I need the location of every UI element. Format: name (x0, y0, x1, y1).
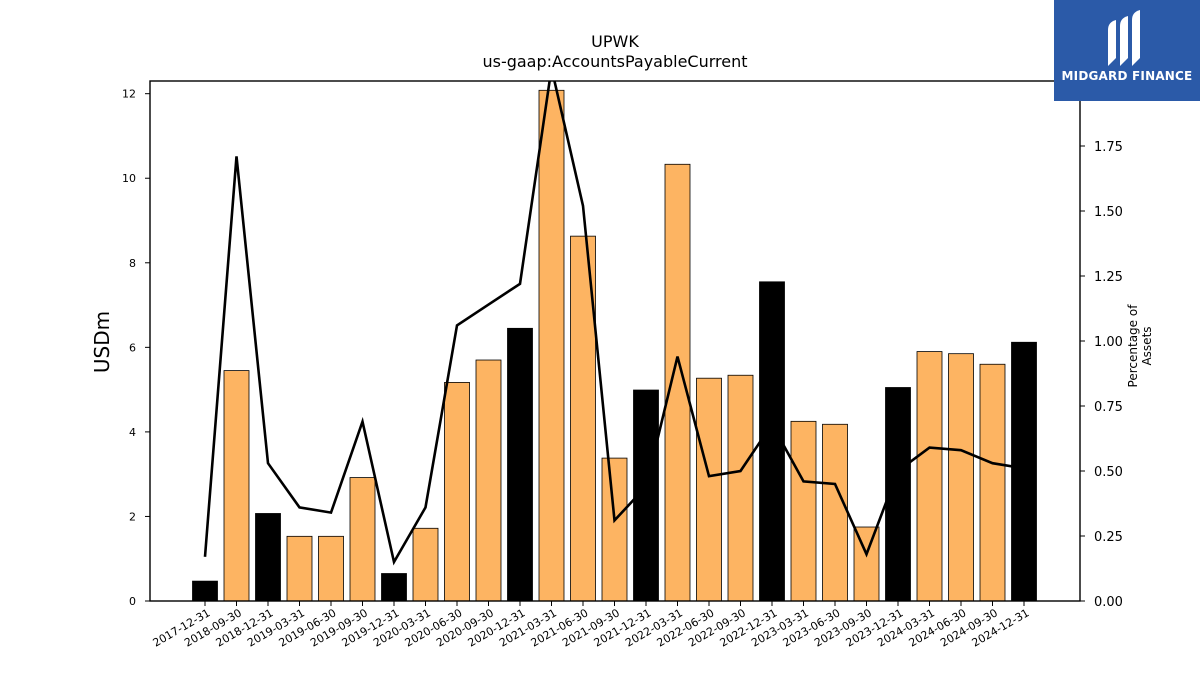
bar (507, 327, 533, 602)
bar (601, 457, 628, 602)
bar (727, 374, 754, 602)
line-series (203, 81, 1025, 566)
bar (538, 89, 565, 602)
y-right-tick-label: 0.00 (1094, 595, 1123, 610)
chart-subtitle: us-gaap:AccountsPayableCurrent (482, 52, 748, 71)
logo-text: MIDGARD FINANCE (1061, 69, 1193, 83)
y-right-tick-label: 1.50 (1094, 205, 1123, 220)
bar (948, 353, 974, 602)
y-right-tick-label: 0.75 (1094, 400, 1123, 415)
chart-title: UPWK (591, 32, 639, 51)
y-axis-label-right: Percentage of Assets (1126, 304, 1154, 388)
bar (790, 420, 817, 602)
bar (192, 580, 218, 602)
y-axis-label-left: USDm (90, 310, 114, 374)
bar (664, 163, 691, 602)
brand-logo: MIDGARD FINANCE (1054, 0, 1200, 101)
y-tick-label: 2 (129, 510, 136, 523)
bar (853, 526, 880, 602)
bar (349, 477, 376, 602)
bar (979, 363, 1006, 602)
bar (381, 573, 407, 602)
bar (286, 535, 313, 602)
bar (444, 382, 470, 602)
bar (696, 377, 722, 602)
y-tick-label: 12 (122, 88, 136, 101)
y-right-tick-label: 1.25 (1094, 270, 1123, 285)
y-tick-label: 0 (129, 595, 136, 608)
bar (475, 359, 502, 602)
logo-mark-icon (1108, 10, 1140, 66)
bar (1011, 341, 1037, 602)
bar (412, 527, 439, 602)
bar (223, 370, 250, 602)
bar (255, 513, 281, 602)
bar (318, 535, 344, 602)
y-tick-label: 8 (129, 257, 136, 270)
y-tick-label: 6 (129, 341, 136, 354)
y-tick-label: 10 (122, 172, 136, 185)
bar (916, 351, 943, 602)
y-right-tick-label: 1.00 (1094, 335, 1123, 350)
y-tick-label: 4 (129, 426, 136, 439)
y-right-tick-label: 1.75 (1094, 140, 1123, 155)
y-right-tick-label: 0.50 (1094, 465, 1123, 480)
bar (822, 423, 848, 602)
y-right-tick-label: 0.25 (1094, 530, 1123, 545)
